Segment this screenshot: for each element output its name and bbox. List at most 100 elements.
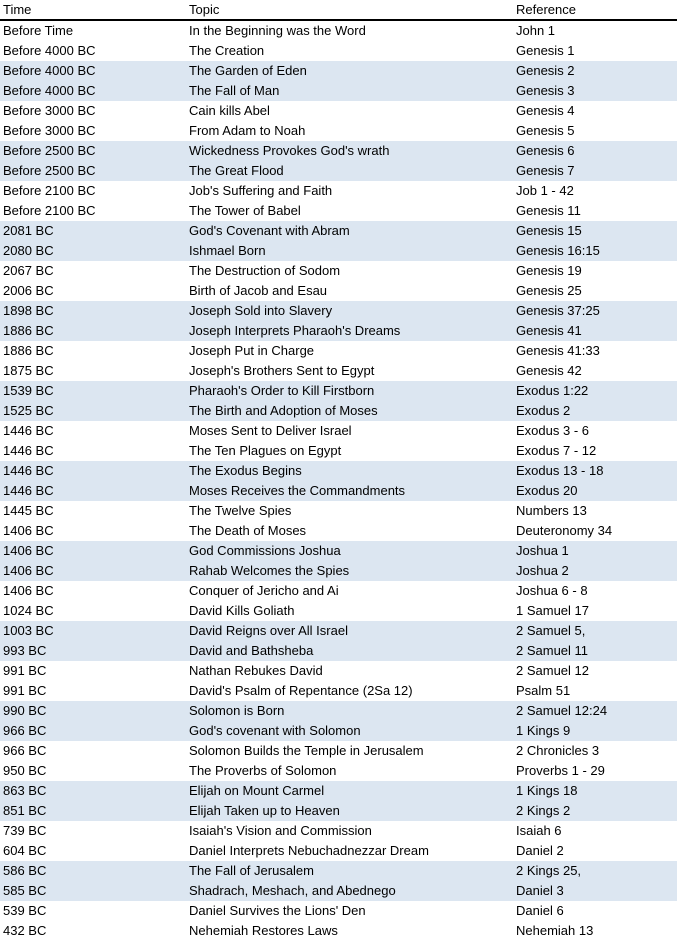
table-row: 2067 BC The Destruction of Sodom Genesis 1… [0,261,677,281]
cell-time: 991 BC [3,683,47,698]
cell-time: 990 BC [3,703,47,718]
cell-topic: The Garden of Eden [189,63,307,78]
cell-reference: Genesis 42 [516,363,582,378]
header-reference: Reference [516,2,576,17]
cell-topic: The Tower of Babel [189,203,301,218]
cell-reference: Daniel 6 [516,903,564,918]
cell-time: 1003 BC [3,623,54,638]
cell-reference: Daniel 2 [516,843,564,858]
cell-topic: Job's Suffering and Faith [189,183,333,198]
table-row: 1406 BC The Death of Moses Deuteronomy 34 [0,521,677,541]
table-row: 1406 BC Rahab Welcomes the Spies Joshua 2 [0,561,677,581]
cell-time: 2081 BC [3,223,54,238]
cell-time: 432 BC [3,923,47,938]
cell-time: Before 3000 BC [3,103,96,118]
table-row: 2080 BC Ishmael Born Genesis 16:15 [0,241,677,261]
table-row: 2006 BC Birth of Jacob and Esau Genesis 25 [0,281,677,301]
table-row: 950 BC The Proverbs of Solomon Proverbs 1 … [0,761,677,781]
cell-reference: Genesis 1 [516,43,575,58]
cell-time: Before 3000 BC [3,123,96,138]
cell-time: 851 BC [3,803,47,818]
cell-reference: 1 Samuel 17 [516,603,589,618]
table-row: 1886 BC Joseph Put in Charge Genesis 41:33 [0,341,677,361]
cell-reference: Genesis 37:25 [516,303,600,318]
cell-time: 1886 BC [3,343,54,358]
cell-topic: David and Bathsheba [189,643,314,658]
cell-reference: Genesis 7 [516,163,575,178]
cell-reference: Exodus 7 - 12 [516,443,597,458]
cell-time: 1445 BC [3,503,54,518]
cell-topic: Rahab Welcomes the Spies [189,563,350,578]
cell-reference: 2 Chronicles 3 [516,743,600,758]
cell-reference: Deuteronomy 34 [516,523,613,538]
table-row: 966 BC God's covenant with Solomon 1 Kings… [0,721,677,741]
cell-time: 950 BC [3,763,47,778]
cell-time: 993 BC [3,643,47,658]
cell-topic: The Fall of Jerusalem [189,863,314,878]
table-row: 991 BC David's Psalm of Repentance (2Sa 1… [0,681,677,701]
cell-reference: Genesis 25 [516,283,582,298]
cell-topic: Daniel Interprets Nebuchadnezzar Dream [189,843,429,858]
cell-time: 966 BC [3,723,47,738]
cell-reference: Numbers 13 [516,503,587,518]
cell-reference: Genesis 2 [516,63,575,78]
cell-topic: Conquer of Jericho and Ai [189,583,339,598]
cell-topic: The Death of Moses [189,523,307,538]
table-row: Before 4000 BC The Fall of Man Genesis 3 [0,81,677,101]
table-row: 863 BC Elijah on Mount Carmel 1 Kings 18 [0,781,677,801]
cell-reference: Nehemiah 13 [516,923,594,938]
cell-topic: The Fall of Man [189,83,280,98]
cell-topic: The Great Flood [189,163,284,178]
cell-time: 1406 BC [3,543,54,558]
cell-time: 1406 BC [3,583,54,598]
table-row: 993 BC David and Bathsheba 2 Samuel 11 [0,641,677,661]
cell-topic: The Exodus Begins [189,463,302,478]
cell-topic: Isaiah's Vision and Commission [189,823,372,838]
cell-topic: Joseph Put in Charge [189,343,315,358]
table-row: 1525 BC The Birth and Adoption of Moses Ex… [0,401,677,421]
table-row: 1446 BC Moses Receives the Commandments Ex… [0,481,677,501]
table-row: 1446 BC The Exodus Begins Exodus 13 - 18 [0,461,677,481]
table-row: 990 BC Solomon is Born 2 Samuel 12:24 [0,701,677,721]
cell-time: 1898 BC [3,303,54,318]
cell-reference: Exodus 2 [516,403,571,418]
table-row: 539 BC Daniel Survives the Lions' Den Dani… [0,901,677,921]
cell-reference: Genesis 5 [516,123,575,138]
cell-topic: In the Beginning was the Word [189,23,366,38]
table-row: 1886 BC Joseph Interprets Pharaoh's Dream… [0,321,677,341]
cell-time: Before 2100 BC [3,183,96,198]
cell-reference: 2 Samuel 11 [516,643,589,658]
table-row: 851 BC Elijah Taken up to Heaven 2 Kings 2 [0,801,677,821]
table-row: 1406 BC God Commissions Joshua Joshua 1 [0,541,677,561]
table-row: Before 2500 BC The Great Flood Genesis 7 [0,161,677,181]
cell-topic: Cain kills Abel [189,103,270,118]
header-topic: Topic [189,2,220,17]
cell-topic: Nehemiah Restores Laws [189,923,338,938]
cell-reference: Psalm 51 [516,683,571,698]
cell-time: Before Time [3,23,74,38]
table-row: 1446 BC Moses Sent to Deliver Israel Exodu… [0,421,677,441]
table-row: 1875 BC Joseph's Brothers Sent to Egypt Ge… [0,361,677,381]
table-row: 966 BC Solomon Builds the Temple in Jerus… [0,741,677,761]
cell-time: Before 2500 BC [3,143,96,158]
cell-time: 1446 BC [3,463,54,478]
cell-time: 739 BC [3,823,47,838]
cell-topic: Shadrach, Meshach, and Abednego [189,883,396,898]
table-row: 2081 BC God's Covenant with Abram Genesis … [0,221,677,241]
cell-reference: Proverbs 1 - 29 [516,763,605,778]
cell-reference: Exodus 1:22 [516,383,589,398]
cell-topic: The Destruction of Sodom [189,263,341,278]
cell-reference: 2 Samuel 5, [516,623,586,638]
table-row: Before 4000 BC The Creation Genesis 1 [0,41,677,61]
cell-time: 1525 BC [3,403,54,418]
cell-time: 539 BC [3,903,47,918]
cell-topic: Moses Receives the Commandments [189,483,406,498]
cell-topic: Elijah on Mount Carmel [189,783,325,798]
cell-topic: Solomon is Born [189,703,285,718]
table-row: 585 BC Shadrach, Meshach, and Abednego Dan… [0,881,677,901]
cell-topic: Wickedness Provokes God's wrath [189,143,390,158]
cell-time: Before 4000 BC [3,83,96,98]
table-row: 1445 BC The Twelve Spies Numbers 13 [0,501,677,521]
cell-time: 966 BC [3,743,47,758]
cell-reference: Genesis 16:15 [516,243,600,258]
